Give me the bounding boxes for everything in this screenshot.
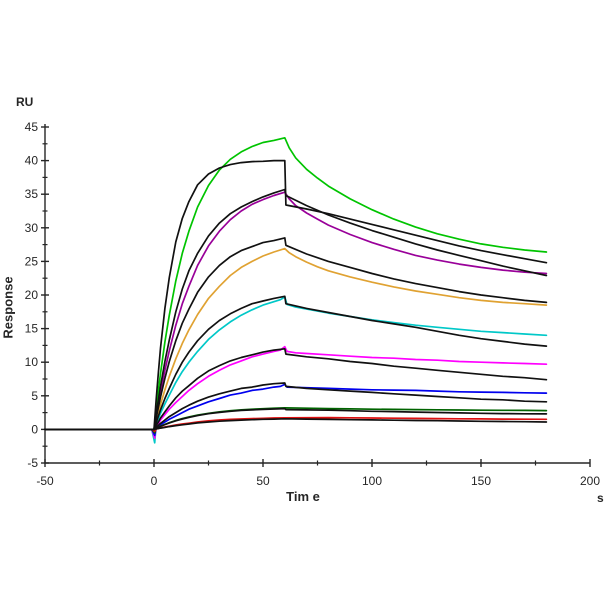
y-tick-label: 0 — [31, 422, 38, 436]
series-fit-green — [44, 159, 548, 431]
series-fit-magenta — [44, 347, 548, 431]
series-fit-cyan — [44, 295, 548, 431]
y-tick-label: 30 — [25, 221, 39, 235]
y-tick-label: 20 — [25, 288, 39, 302]
y-tick-label: 5 — [31, 389, 38, 403]
y-tick-label: -5 — [27, 456, 38, 470]
series-fit-dark-green — [44, 407, 548, 431]
x-tick-label: 0 — [151, 474, 158, 488]
y-tick-label: 25 — [25, 254, 39, 268]
y-tick-label: 35 — [25, 187, 39, 201]
y-tick-label: 45 — [25, 120, 39, 134]
x-axis-title: Tim e — [286, 489, 320, 504]
x-tick-label: -50 — [36, 474, 54, 488]
series-green — [44, 136, 548, 434]
x-tick-label: 50 — [256, 474, 270, 488]
y-tick-label: 15 — [25, 322, 39, 336]
y-axis-unit-label: RU — [16, 95, 34, 109]
x-axis-unit-label: s — [597, 491, 604, 505]
axis-spines — [44, 124, 590, 464]
series-fit-red — [44, 417, 548, 431]
series-orange — [44, 247, 548, 433]
y-tick-label: 40 — [25, 154, 39, 168]
series-purple — [44, 191, 548, 435]
x-tick-label: 150 — [471, 474, 491, 488]
series-fit-orange — [44, 237, 548, 431]
x-tick-label: 200 — [580, 474, 600, 488]
series-fit-purple — [44, 188, 548, 431]
series-fit-blue — [44, 382, 548, 431]
x-tick-label: 100 — [362, 474, 382, 488]
y-tick-label: 10 — [25, 355, 39, 369]
